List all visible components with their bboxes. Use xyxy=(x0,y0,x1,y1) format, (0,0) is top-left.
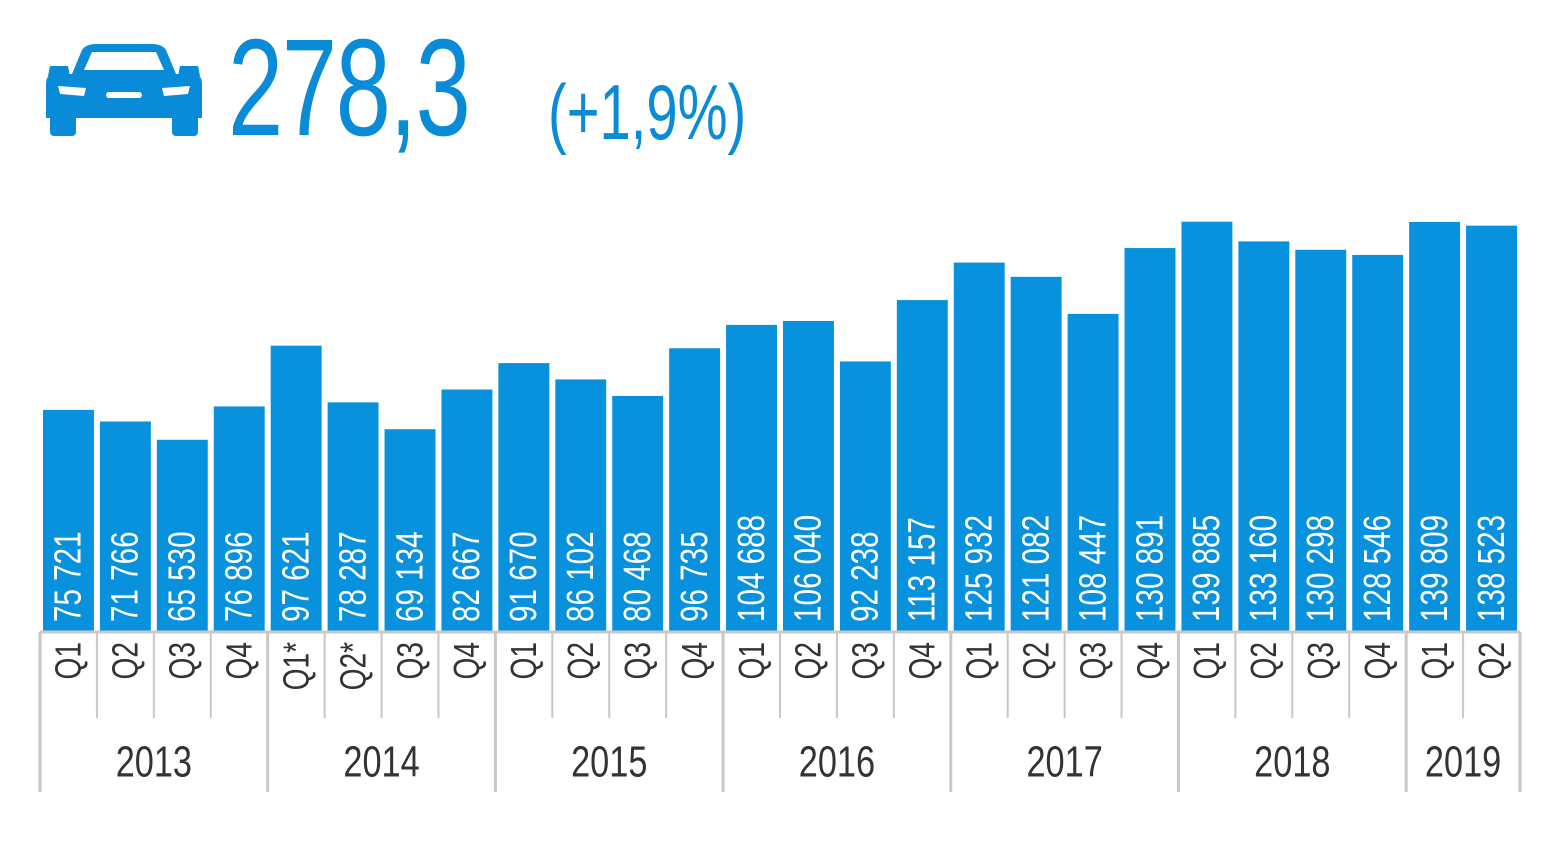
bar xyxy=(783,320,834,632)
bar xyxy=(1352,254,1404,632)
bar xyxy=(1466,225,1517,632)
bar-value-label: 92 238 xyxy=(844,531,886,622)
quarter-tick-label: Q1 xyxy=(959,642,999,679)
bar-value-label: 96 735 xyxy=(673,531,715,622)
bar-value-label: 91 670 xyxy=(503,531,545,622)
car-icon xyxy=(46,44,202,136)
quarter-tick-label: Q2 xyxy=(788,642,828,679)
bar-value-label: 128 546 xyxy=(1357,515,1399,622)
bar xyxy=(612,395,664,632)
quarter-tick-label: Q4 xyxy=(447,642,487,679)
year-label: 2019 xyxy=(1425,737,1501,786)
bar-value-label: 121 082 xyxy=(1015,515,1057,622)
bar xyxy=(384,429,436,632)
bar xyxy=(99,421,151,632)
bar xyxy=(327,402,379,632)
bar-value-label: 76 896 xyxy=(218,531,260,622)
quarter-tick-label: Q2 xyxy=(1244,642,1284,679)
bar xyxy=(555,379,607,632)
quarter-tick-label: Q2 xyxy=(1016,642,1056,679)
quarter-tick-label: Q3 xyxy=(845,642,885,679)
bar xyxy=(1124,248,1176,632)
bar xyxy=(896,300,948,632)
bar-value-label: 80 468 xyxy=(617,531,659,622)
quarter-tick-label: Q2 xyxy=(1471,642,1511,679)
quarter-tick-label: Q1* xyxy=(276,642,316,691)
quarter-tick-label: Q4 xyxy=(902,642,942,679)
bar xyxy=(1409,221,1461,632)
bar-value-label: 97 621 xyxy=(275,531,317,622)
quarter-tick-label: Q3 xyxy=(1073,642,1113,679)
quarter-tick-label: Q3 xyxy=(618,642,658,679)
year-label: 2017 xyxy=(1026,737,1102,786)
bar-value-label: 106 040 xyxy=(787,515,829,622)
bar xyxy=(1238,241,1290,632)
bar-value-label: 133 160 xyxy=(1243,515,1285,622)
bar-value-label: 130 298 xyxy=(1300,515,1342,622)
quarter-tick-label: Q2* xyxy=(333,642,373,691)
bar-value-label: 108 447 xyxy=(1072,515,1114,622)
quarter-tick-label: Q1 xyxy=(731,642,771,679)
year-label: 2015 xyxy=(571,737,647,786)
bar-value-label: 82 667 xyxy=(446,531,488,622)
year-label: 2016 xyxy=(799,737,875,786)
bar-value-label: 78 287 xyxy=(332,531,374,622)
bar xyxy=(441,389,493,632)
bar-value-label: 69 134 xyxy=(389,531,431,622)
bar-value-label: 139 809 xyxy=(1413,515,1455,622)
quarter-tick-label: Q2 xyxy=(561,642,601,679)
quarter-tick-label: Q3 xyxy=(1301,642,1341,679)
quarter-tick-label: Q1 xyxy=(1187,642,1227,679)
bar xyxy=(669,348,721,632)
quarter-tick-label: Q1 xyxy=(504,642,544,679)
bar-value-label: 75 721 xyxy=(47,531,89,622)
quarter-tick-label: Q2 xyxy=(105,642,145,679)
bar xyxy=(839,361,891,632)
bar xyxy=(1181,221,1233,633)
quarter-tick-label: Q4 xyxy=(219,642,259,679)
bar-value-label: 71 766 xyxy=(104,531,146,622)
quarter-tick-label: Q4 xyxy=(1358,642,1398,679)
bar-value-label: 130 891 xyxy=(1129,515,1171,622)
bar xyxy=(1010,276,1062,632)
bar-value-label: 139 885 xyxy=(1186,515,1228,622)
bar-value-label: 113 157 xyxy=(901,517,943,622)
bar xyxy=(1067,313,1119,632)
year-label: 2018 xyxy=(1254,737,1330,786)
quarter-tick-label: Q3 xyxy=(162,642,202,679)
bar xyxy=(726,324,777,632)
headline-value: 278,3 xyxy=(228,11,471,165)
quarter-tick-label: Q4 xyxy=(1130,642,1170,679)
quarter-tick-label: Q1 xyxy=(1415,642,1455,679)
bar xyxy=(270,345,322,632)
bar-value-label: 138 523 xyxy=(1470,515,1512,622)
quarter-tick-label: Q4 xyxy=(675,642,715,679)
bar xyxy=(498,363,550,632)
bar xyxy=(213,406,265,632)
bar-value-label: 125 932 xyxy=(958,515,1000,622)
bar-value-label: 65 530 xyxy=(161,531,203,622)
bar xyxy=(953,262,1005,632)
quarter-tick-label: Q1 xyxy=(48,642,88,679)
bar xyxy=(156,439,208,632)
headline: 278,3 (+1,9%) xyxy=(0,0,1563,200)
year-label: 2014 xyxy=(343,737,419,786)
bar xyxy=(43,409,94,632)
bar-value-label: 104 688 xyxy=(730,515,772,622)
quarter-tick-label: Q3 xyxy=(390,642,430,679)
bar xyxy=(1295,249,1347,632)
headline-change: (+1,9%) xyxy=(548,68,747,156)
year-label: 2013 xyxy=(116,737,192,786)
bar-value-label: 86 102 xyxy=(560,531,602,622)
